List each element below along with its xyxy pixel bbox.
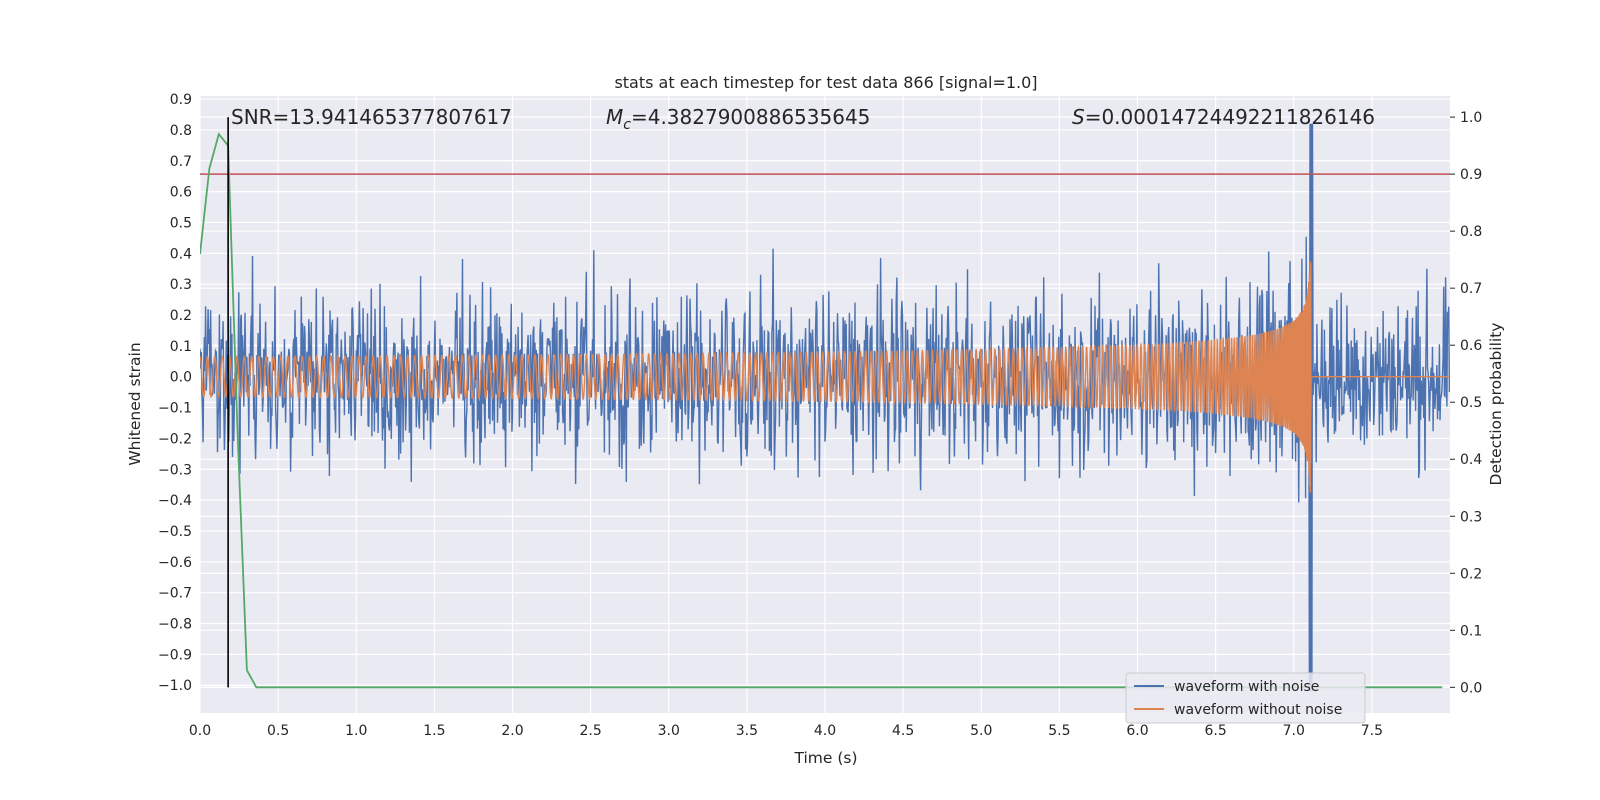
y-tick-label: −0.9 <box>158 647 192 663</box>
x-tick-label: 4.5 <box>892 723 914 739</box>
x-tick-label: 0.5 <box>267 723 289 739</box>
y-tick-label: −0.6 <box>158 555 192 571</box>
y-right-tick-label: 1.0 <box>1460 110 1482 126</box>
x-tick-label: 5.5 <box>1048 723 1070 739</box>
chirp-mass-annotation: Mc=4.3827900886535645 <box>606 105 870 133</box>
y-right-tick-label: 0.1 <box>1460 623 1482 639</box>
x-tick-label: 7.0 <box>1283 723 1305 739</box>
y-right-tick-label: 0.3 <box>1460 509 1482 525</box>
x-tick-label: 0.0 <box>189 723 211 739</box>
y-right-tick-label: 0.0 <box>1460 680 1482 696</box>
y-tick-label: 0.9 <box>170 92 192 108</box>
y-right-tick-labels: 1.0 0.9 0.8 0.7 0.6 0.5 0.4 0.3 0.2 0.1 0.0 <box>1450 110 1482 696</box>
s-symbol: S <box>1072 105 1085 129</box>
y-axis-label: Whitened strain <box>126 342 144 465</box>
legend-label-clean: waveform without noise <box>1174 702 1342 718</box>
x-axis-label: Time (s) <box>793 749 857 767</box>
y-tick-label: −0.3 <box>158 462 192 478</box>
y-tick-label: −0.1 <box>158 401 192 417</box>
x-tick-label: 3.5 <box>736 723 758 739</box>
y-right-tick-label: 0.4 <box>1460 452 1482 468</box>
s-value: =0.00014724492211826146 <box>1085 105 1375 129</box>
y-right-tick-label: 0.9 <box>1460 167 1482 183</box>
x-tick-label: 7.5 <box>1361 723 1383 739</box>
y-right-tick-label: 0.2 <box>1460 566 1482 582</box>
y-tick-label: 0.5 <box>170 215 192 231</box>
legend-label-noisy: waveform with noise <box>1174 679 1319 695</box>
x-tick-label: 2.5 <box>579 723 601 739</box>
y-tick-label: −0.5 <box>158 524 192 540</box>
y-tick-labels: 0.9 0.8 0.7 0.6 0.5 0.4 0.3 0.2 0.1 0.0 −0.1 −0.2 −0… <box>158 92 192 694</box>
y-tick-label: 0.0 <box>170 370 192 386</box>
chart-title: stats at each timestep for test data 866… <box>614 73 1037 92</box>
y-tick-label: 0.2 <box>170 308 192 324</box>
x-tick-label: 2.0 <box>501 723 523 739</box>
y-tick-label: −0.2 <box>158 431 192 447</box>
y-right-tick-label: 0.5 <box>1460 395 1482 411</box>
y-right-tick-label: 0.8 <box>1460 224 1482 240</box>
y-tick-label: −1.0 <box>158 678 192 694</box>
x-tick-label: 6.0 <box>1126 723 1148 739</box>
x-tick-label: 3.0 <box>658 723 680 739</box>
clean-waveform-line <box>200 261 1450 493</box>
x-tick-labels: 0.0 0.5 1.0 1.5 2.0 2.5 3.0 3.5 4.0 4.5 5.0 5.5 6.0 6… <box>189 723 1383 739</box>
y-tick-label: −0.4 <box>158 493 192 509</box>
y-tick-label: −0.7 <box>158 586 192 602</box>
y-right-axis-label: Detection probability <box>1487 323 1505 486</box>
legend-box <box>1125 672 1366 724</box>
y-tick-label: 0.4 <box>170 246 192 262</box>
x-tick-label: 1.5 <box>423 723 445 739</box>
y-right-tick-label: 0.7 <box>1460 281 1482 297</box>
x-tick-label: 1.0 <box>345 723 367 739</box>
chirp-mass-symbol: M <box>606 105 623 129</box>
x-tick-label: 6.5 <box>1204 723 1226 739</box>
y-tick-label: 0.1 <box>170 339 192 355</box>
s-annotation: S=0.00014724492211826146 <box>1072 105 1375 129</box>
y-right-tick-label: 0.6 <box>1460 338 1482 354</box>
chirp-mass-value: =4.3827900886535645 <box>631 105 870 129</box>
chirp-mass-subscript: c <box>623 117 631 133</box>
x-tick-label: 5.0 <box>970 723 992 739</box>
y-tick-label: 0.7 <box>170 154 192 170</box>
y-tick-label: 0.3 <box>170 277 192 293</box>
snr-annotation: SNR=13.941465377807617 <box>231 105 512 129</box>
y-tick-label: 0.6 <box>170 185 192 201</box>
y-tick-label: 0.8 <box>170 123 192 139</box>
legend: waveform with noise waveform without noi… <box>1125 672 1366 724</box>
y-tick-label: −0.8 <box>158 617 192 633</box>
x-tick-label: 4.0 <box>814 723 836 739</box>
